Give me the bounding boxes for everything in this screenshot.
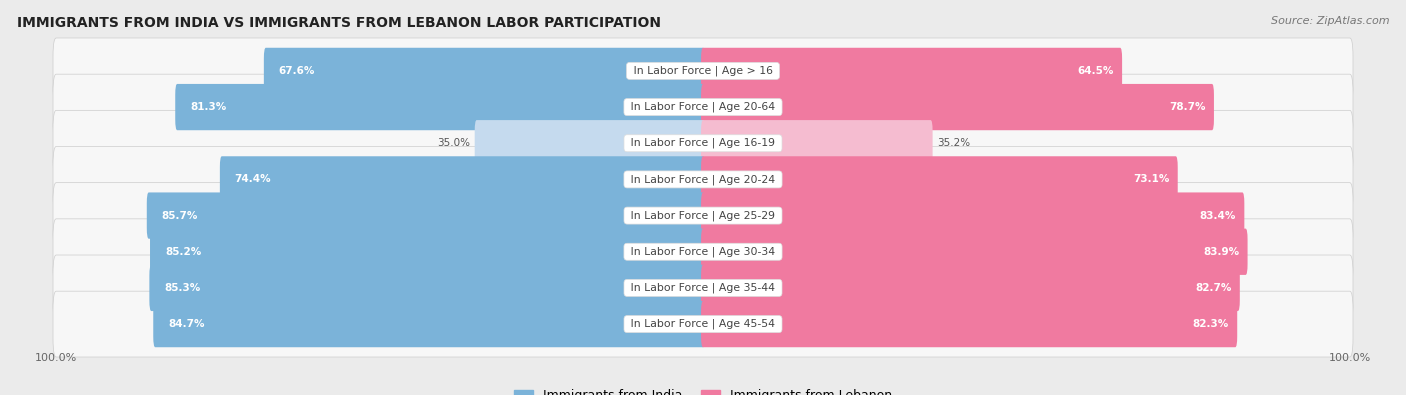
FancyBboxPatch shape: [702, 84, 1213, 130]
FancyBboxPatch shape: [53, 255, 1353, 321]
FancyBboxPatch shape: [702, 229, 1247, 275]
Text: In Labor Force | Age > 16: In Labor Force | Age > 16: [630, 66, 776, 76]
Text: In Labor Force | Age 16-19: In Labor Force | Age 16-19: [627, 138, 779, 149]
FancyBboxPatch shape: [264, 48, 704, 94]
Text: In Labor Force | Age 20-64: In Labor Force | Age 20-64: [627, 102, 779, 112]
Text: 82.7%: 82.7%: [1195, 283, 1232, 293]
Text: In Labor Force | Age 30-34: In Labor Force | Age 30-34: [627, 246, 779, 257]
Text: In Labor Force | Age 25-29: In Labor Force | Age 25-29: [627, 210, 779, 221]
Text: IMMIGRANTS FROM INDIA VS IMMIGRANTS FROM LEBANON LABOR PARTICIPATION: IMMIGRANTS FROM INDIA VS IMMIGRANTS FROM…: [17, 16, 661, 30]
Text: 67.6%: 67.6%: [278, 66, 315, 76]
FancyBboxPatch shape: [53, 38, 1353, 104]
FancyBboxPatch shape: [53, 291, 1353, 357]
FancyBboxPatch shape: [53, 182, 1353, 248]
FancyBboxPatch shape: [219, 156, 704, 203]
Text: 78.7%: 78.7%: [1168, 102, 1205, 112]
FancyBboxPatch shape: [475, 120, 704, 166]
FancyBboxPatch shape: [702, 48, 1122, 94]
Text: 82.3%: 82.3%: [1192, 319, 1229, 329]
FancyBboxPatch shape: [53, 74, 1353, 140]
FancyBboxPatch shape: [153, 301, 704, 347]
Text: 35.2%: 35.2%: [938, 138, 970, 148]
FancyBboxPatch shape: [53, 219, 1353, 285]
Text: 35.0%: 35.0%: [437, 138, 470, 148]
Text: 85.2%: 85.2%: [165, 247, 201, 257]
FancyBboxPatch shape: [702, 192, 1244, 239]
FancyBboxPatch shape: [53, 147, 1353, 213]
FancyBboxPatch shape: [702, 120, 932, 166]
FancyBboxPatch shape: [702, 301, 1237, 347]
Text: 85.3%: 85.3%: [165, 283, 201, 293]
Text: 83.4%: 83.4%: [1199, 211, 1236, 220]
Text: 85.7%: 85.7%: [162, 211, 198, 220]
Text: 81.3%: 81.3%: [190, 102, 226, 112]
FancyBboxPatch shape: [53, 110, 1353, 176]
Legend: Immigrants from India, Immigrants from Lebanon: Immigrants from India, Immigrants from L…: [509, 384, 897, 395]
Text: In Labor Force | Age 45-54: In Labor Force | Age 45-54: [627, 319, 779, 329]
Text: 83.9%: 83.9%: [1204, 247, 1239, 257]
FancyBboxPatch shape: [146, 192, 704, 239]
FancyBboxPatch shape: [702, 156, 1178, 203]
FancyBboxPatch shape: [702, 265, 1240, 311]
Text: 64.5%: 64.5%: [1077, 66, 1114, 76]
Text: 73.1%: 73.1%: [1133, 175, 1170, 184]
Text: Source: ZipAtlas.com: Source: ZipAtlas.com: [1271, 16, 1389, 26]
FancyBboxPatch shape: [176, 84, 704, 130]
Text: In Labor Force | Age 20-24: In Labor Force | Age 20-24: [627, 174, 779, 185]
Text: 84.7%: 84.7%: [169, 319, 205, 329]
FancyBboxPatch shape: [149, 265, 704, 311]
Text: 74.4%: 74.4%: [235, 175, 271, 184]
Text: In Labor Force | Age 35-44: In Labor Force | Age 35-44: [627, 283, 779, 293]
FancyBboxPatch shape: [150, 229, 704, 275]
